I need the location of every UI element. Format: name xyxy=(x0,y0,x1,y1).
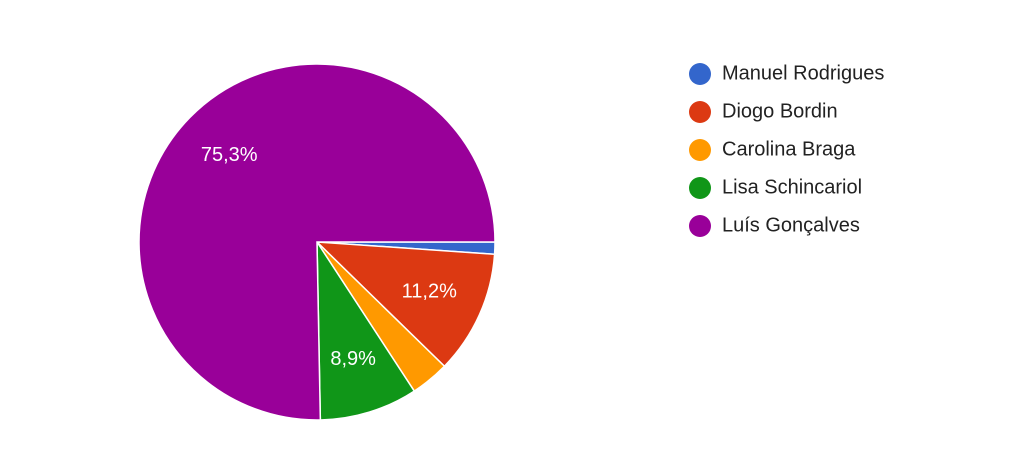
legend-label: Diogo Bordin xyxy=(722,100,838,122)
pie-slice xyxy=(316,239,416,421)
pie-slice xyxy=(138,63,496,421)
slice-label: 8,9% xyxy=(330,348,376,370)
legend-marker xyxy=(689,101,711,123)
legend-label: Manuel Rodrigues xyxy=(722,62,884,84)
slice-label: 75,3% xyxy=(201,144,258,166)
slice-label: 11,2% xyxy=(402,281,457,303)
legend-marker xyxy=(689,215,711,237)
legend-marker xyxy=(689,63,711,85)
legend-label: Carolina Braga xyxy=(722,138,856,160)
legend-label: Lisa Schincariol xyxy=(722,176,862,198)
pie-slice xyxy=(315,241,496,368)
legend-marker xyxy=(689,139,711,161)
legend-label: Luís Gonçalves xyxy=(722,214,860,236)
legend-marker xyxy=(689,177,711,199)
